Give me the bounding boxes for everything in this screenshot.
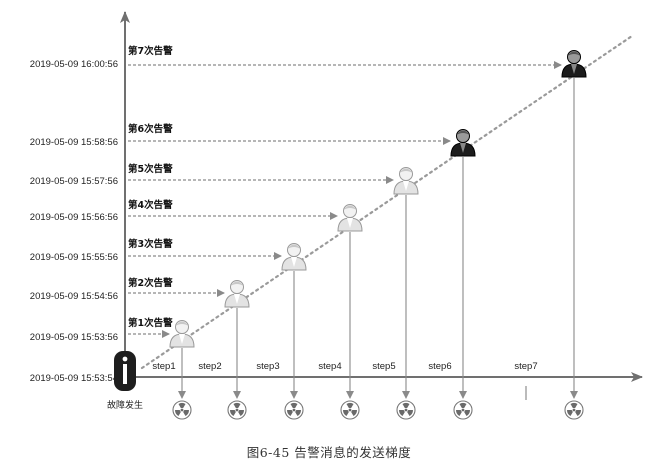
source-blade xyxy=(459,403,467,409)
figure-caption: 图6-45 告警消息的发送梯度 xyxy=(246,445,412,460)
source-blade xyxy=(575,410,581,417)
source-blade xyxy=(238,410,244,417)
source-blade xyxy=(464,410,470,417)
info-icon xyxy=(114,351,136,391)
step-label: step7 xyxy=(514,361,537,372)
person-hair xyxy=(230,281,244,286)
source-blade xyxy=(399,410,405,417)
source-blade xyxy=(233,403,241,409)
person-hair xyxy=(343,205,357,210)
alert-label: 第3次告警 xyxy=(128,238,173,250)
radiation-icon xyxy=(564,400,584,420)
source-blade xyxy=(290,403,298,409)
alert-label: 第5次告警 xyxy=(128,163,173,175)
radiation-icon xyxy=(172,400,192,420)
person-tie xyxy=(347,218,353,228)
timestamp-label: 2019-05-09 15:53:56 xyxy=(30,332,118,343)
person-tie xyxy=(234,294,240,304)
timestamp-label: 2019-05-09 15:55:56 xyxy=(30,252,118,263)
source-blade xyxy=(402,403,410,409)
alert-label: 第2次告警 xyxy=(128,277,173,289)
source-blade xyxy=(407,410,413,417)
person-tie xyxy=(291,257,297,267)
source-blade xyxy=(295,410,301,417)
person-hair xyxy=(287,244,301,249)
timestamp-label: 2019-05-09 15:53:54 xyxy=(30,373,118,384)
radiation-icon xyxy=(284,400,304,420)
source-blade xyxy=(570,403,578,409)
person-hair xyxy=(456,130,470,135)
source-blade xyxy=(343,410,349,417)
radiation-icon xyxy=(396,400,416,420)
source-blade xyxy=(287,410,293,417)
timestamp-label: 2019-05-09 15:54:56 xyxy=(30,291,118,302)
person-hair xyxy=(399,168,413,173)
timestamp-label: 2019-05-09 15:58:56 xyxy=(30,137,118,148)
timestamp-label: 2019-05-09 15:57:56 xyxy=(30,176,118,187)
person-tie xyxy=(403,181,409,191)
source-blade xyxy=(346,403,354,409)
source-blade xyxy=(230,410,236,417)
source-core xyxy=(404,408,408,412)
person-hair xyxy=(567,51,581,56)
source-blade xyxy=(567,410,573,417)
timestamp-label: 2019-05-09 15:56:56 xyxy=(30,212,118,223)
person-icon xyxy=(224,280,250,308)
person-icon xyxy=(450,129,476,157)
source-core xyxy=(235,408,239,412)
alert-label: 第4次告警 xyxy=(128,199,173,211)
timestamp-label: 2019-05-09 16:00:56 xyxy=(30,59,118,70)
person-icon xyxy=(281,243,307,271)
person-tie xyxy=(460,143,466,153)
trend-line xyxy=(140,34,634,370)
alert-label: 第7次告警 xyxy=(128,45,173,57)
source-core xyxy=(572,408,576,412)
source-core xyxy=(292,408,296,412)
source-blade xyxy=(183,410,189,417)
source-core xyxy=(180,408,184,412)
alert-label: 第1次告警 xyxy=(128,317,173,329)
radiation-icon xyxy=(227,400,247,420)
person-tie xyxy=(179,334,185,344)
radiation-icon xyxy=(340,400,360,420)
person-hair xyxy=(175,321,189,326)
source-core xyxy=(348,408,352,412)
person-tie xyxy=(571,64,577,74)
step-label: step4 xyxy=(318,361,341,372)
radiation-icon xyxy=(453,400,473,420)
source-core xyxy=(461,408,465,412)
person-icon xyxy=(169,320,195,348)
source-blade xyxy=(456,410,462,417)
fault-label: 故障发生 xyxy=(107,399,143,411)
person-icon xyxy=(561,50,587,78)
step-label: step3 xyxy=(256,361,279,372)
person-icon xyxy=(393,167,419,195)
step-label: step2 xyxy=(198,361,221,372)
step-label: step5 xyxy=(372,361,395,372)
step-label: step1 xyxy=(152,361,175,372)
fault-bar xyxy=(123,364,127,384)
source-blade xyxy=(175,410,181,417)
fault-dot xyxy=(122,356,128,362)
source-blade xyxy=(351,410,357,417)
step-label: step6 xyxy=(428,361,451,372)
source-blade xyxy=(178,403,186,409)
person-icon xyxy=(337,204,363,232)
alert-label: 第6次告警 xyxy=(128,123,173,135)
